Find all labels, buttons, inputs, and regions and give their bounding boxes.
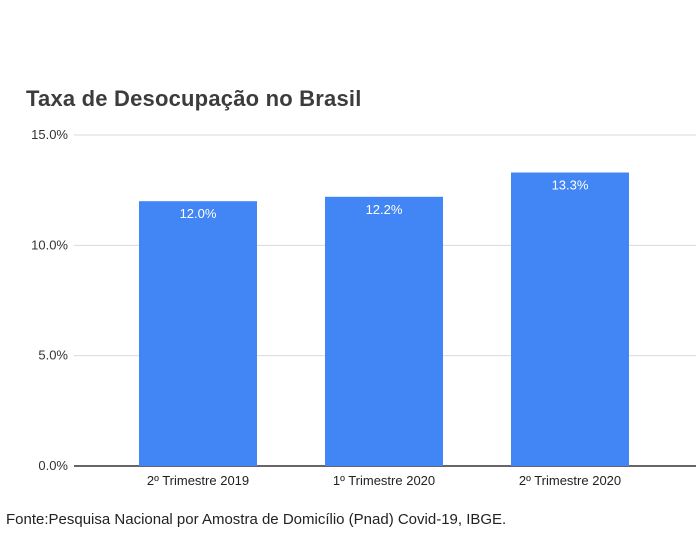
y-tick-label: 15.0% <box>31 127 68 142</box>
y-tick-label: 0.0% <box>38 458 68 473</box>
x-category-label: 2º Trimestre 2020 <box>519 473 621 488</box>
source-note: Fonte:Pesquisa Nacional por Amostra de D… <box>6 511 507 528</box>
y-tick-label: 5.0% <box>38 348 68 363</box>
bar <box>325 196 443 466</box>
x-category-label: 2º Trimestre 2019 <box>147 473 249 488</box>
x-category-label: 1º Trimestre 2020 <box>333 473 435 488</box>
bar <box>511 172 629 466</box>
x-axis-category-labels: 2º Trimestre 2019 1º Trimestre 2020 2º Tri… <box>147 473 621 488</box>
bar-data-label: 12.0% <box>180 206 217 221</box>
bar-data-label: 13.3% <box>552 178 589 193</box>
chart-title: Taxa de Desocupação no Brasil <box>26 86 362 111</box>
bars: 12.0% 12.2% 13.3% <box>139 172 629 466</box>
bar-data-label: 12.2% <box>366 202 403 217</box>
y-axis-tick-labels: 0.0% 5.0% 10.0% 15.0% <box>31 127 68 473</box>
bar <box>139 201 257 466</box>
y-tick-label: 10.0% <box>31 237 68 252</box>
